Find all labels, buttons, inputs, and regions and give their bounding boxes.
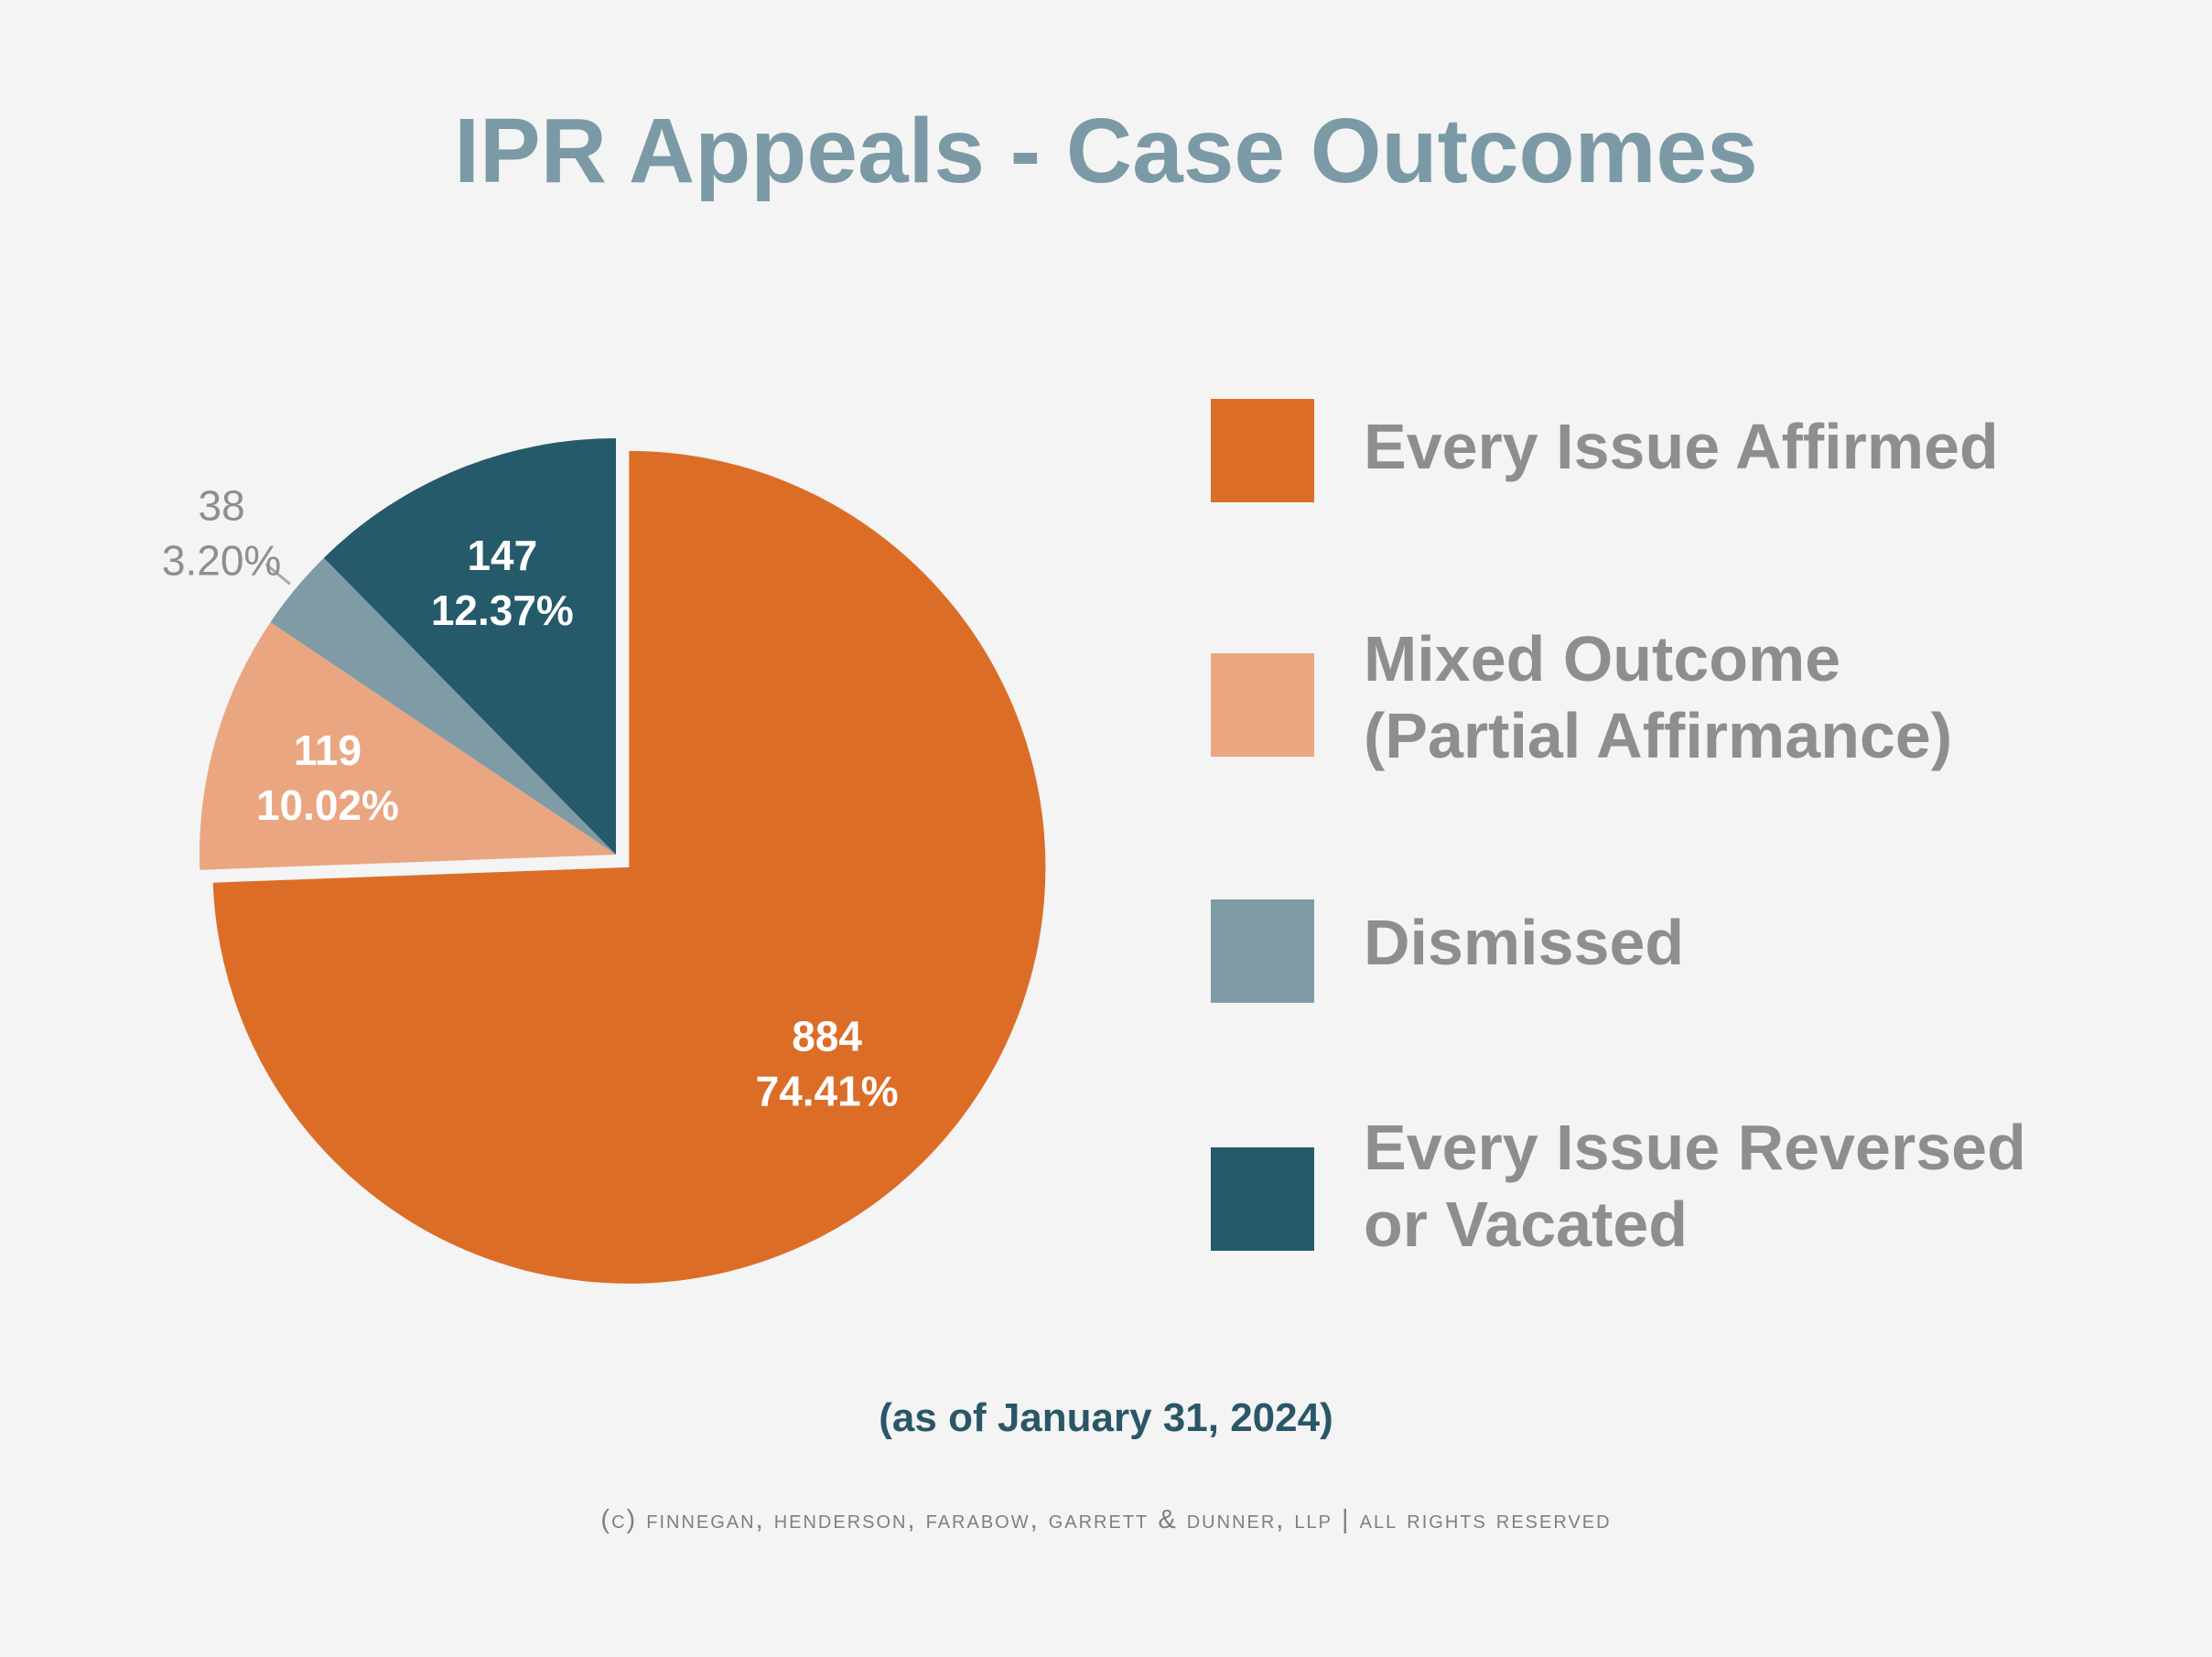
legend-label-line: Every Issue Reversed <box>1364 1112 2026 1183</box>
legend-label-line: (Partial Affirmance) <box>1364 700 1953 771</box>
chart-title: IPR Appeals - Case Outcomes <box>454 100 1758 202</box>
slice-percent-label: 12.37% <box>431 586 574 634</box>
legend-label: Mixed Outcome (Partial Affirmance) <box>1364 620 2059 774</box>
legend-swatch <box>1211 1147 1314 1251</box>
legend-label-line: or Vacated <box>1364 1189 1689 1260</box>
legend-label-line: Mixed Outcome <box>1364 623 1841 694</box>
label-leader-line <box>264 563 291 586</box>
slice-value-label: 119 <box>294 726 361 774</box>
slice-value-label: 38 <box>199 481 245 529</box>
slice-percent-label: 10.02% <box>256 781 399 829</box>
legend-label: Dismissed <box>1364 904 2059 981</box>
slice-percent-label: 74.41% <box>756 1067 899 1114</box>
slice-value-label: 884 <box>792 1012 862 1060</box>
legend-swatch <box>1211 399 1314 502</box>
legend-label-line: Every Issue Affirmed <box>1364 411 1999 482</box>
legend-label-line: Dismissed <box>1364 907 1685 978</box>
slice-percent-label: 3.20% <box>162 536 281 584</box>
as-of-date: (as of January 31, 2024) <box>879 1395 1333 1440</box>
legend-item-every-issue-affirmed: Every Issue Affirmed <box>1211 392 2034 502</box>
legend-label: Every Issue Affirmed <box>1364 408 2059 485</box>
pie-slice-dismissed <box>270 557 616 855</box>
legend-item-mixed-outcome: Mixed Outcome (Partial Affirmance) <box>1211 623 2034 771</box>
legend-swatch <box>1211 653 1314 757</box>
slice-value-label: 147 <box>467 532 537 579</box>
legend-item-dismissed: Dismissed <box>1211 892 2034 1003</box>
pie-slice-every-issue-affirmed <box>212 450 1046 1284</box>
copyright-notice: (c) finnegan, henderson, farabow, garret… <box>600 1505 1612 1534</box>
pie-slice-mixed-outcome-partial-affirmance <box>200 621 616 870</box>
legend-item-every-issue-reversed: Every Issue Reversed or Vacated <box>1211 1112 2034 1260</box>
legend-label: Every Issue Reversed or Vacated <box>1364 1109 2059 1263</box>
legend-swatch <box>1211 899 1314 1003</box>
pie-slice-every-issue-reversed-or-vacated <box>323 438 616 855</box>
